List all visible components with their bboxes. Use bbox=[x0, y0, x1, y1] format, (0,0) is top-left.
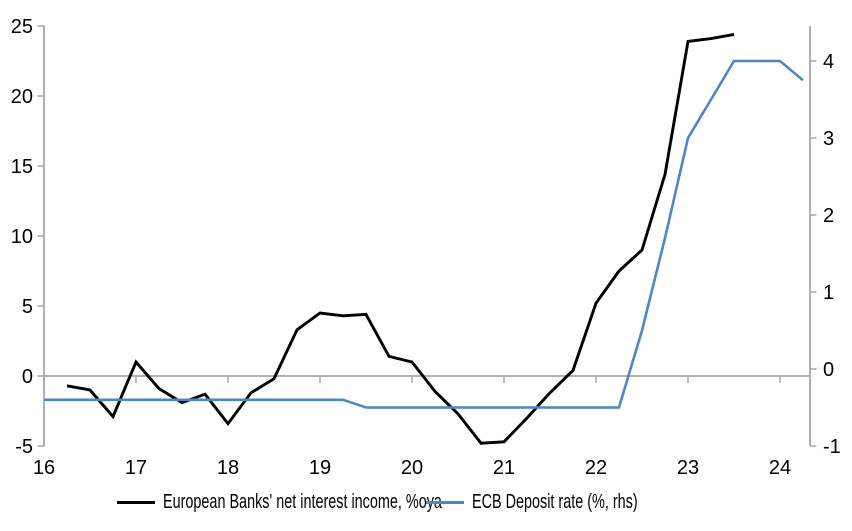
right-axis-tick-label: 3 bbox=[823, 128, 834, 150]
legend-item-ecb-deposit-rate: ECB Deposit rate (%, rhs) bbox=[426, 489, 702, 515]
x-axis-tick-label: 16 bbox=[33, 457, 55, 479]
x-axis-tick-label: 23 bbox=[677, 457, 699, 479]
legend-line-swatch-blue bbox=[426, 500, 464, 504]
chart-legend: European Banks' net interest income, %oy… bbox=[0, 489, 852, 519]
x-axis-tick-label: 22 bbox=[585, 457, 607, 479]
net-interest-income-line bbox=[66, 32, 735, 445]
left-axis-tick-label: 25 bbox=[11, 16, 33, 38]
left-axis-tick-label: 0 bbox=[22, 366, 33, 388]
right-axis-tick-label: -1 bbox=[823, 436, 841, 458]
left-axis-tick-label: 5 bbox=[22, 296, 33, 318]
x-axis-tick-label: 19 bbox=[309, 457, 331, 479]
left-axis-tick-label: 20 bbox=[11, 86, 33, 108]
x-axis-tick-label: 20 bbox=[401, 457, 423, 479]
x-axis-tick-label: 17 bbox=[125, 457, 147, 479]
legend-label-ecb-deposit-rate: ECB Deposit rate (%, rhs) bbox=[472, 490, 638, 513]
x-axis-tick-label: 18 bbox=[217, 457, 239, 479]
x-axis-tick-label: 21 bbox=[493, 457, 515, 479]
right-axis-tick-label: 4 bbox=[823, 51, 834, 73]
left-axis-tick-label: 15 bbox=[11, 156, 33, 178]
right-axis-tick-label: 2 bbox=[823, 205, 834, 227]
legend-line-swatch-black bbox=[117, 500, 155, 504]
x-axis-tick-label: 24 bbox=[769, 457, 791, 479]
ecb-deposit-rate-line bbox=[44, 59, 804, 409]
left-axis-tick-label: 10 bbox=[11, 226, 33, 248]
left-axis-tick-label: -5 bbox=[15, 436, 33, 458]
legend-label-net-interest-income: European Banks' net interest income, %oy… bbox=[163, 490, 442, 513]
right-axis-tick-label: 0 bbox=[823, 359, 834, 381]
right-axis-tick-label: 1 bbox=[823, 282, 834, 304]
legend-item-net-interest-income: European Banks' net interest income, %oy… bbox=[117, 489, 550, 515]
